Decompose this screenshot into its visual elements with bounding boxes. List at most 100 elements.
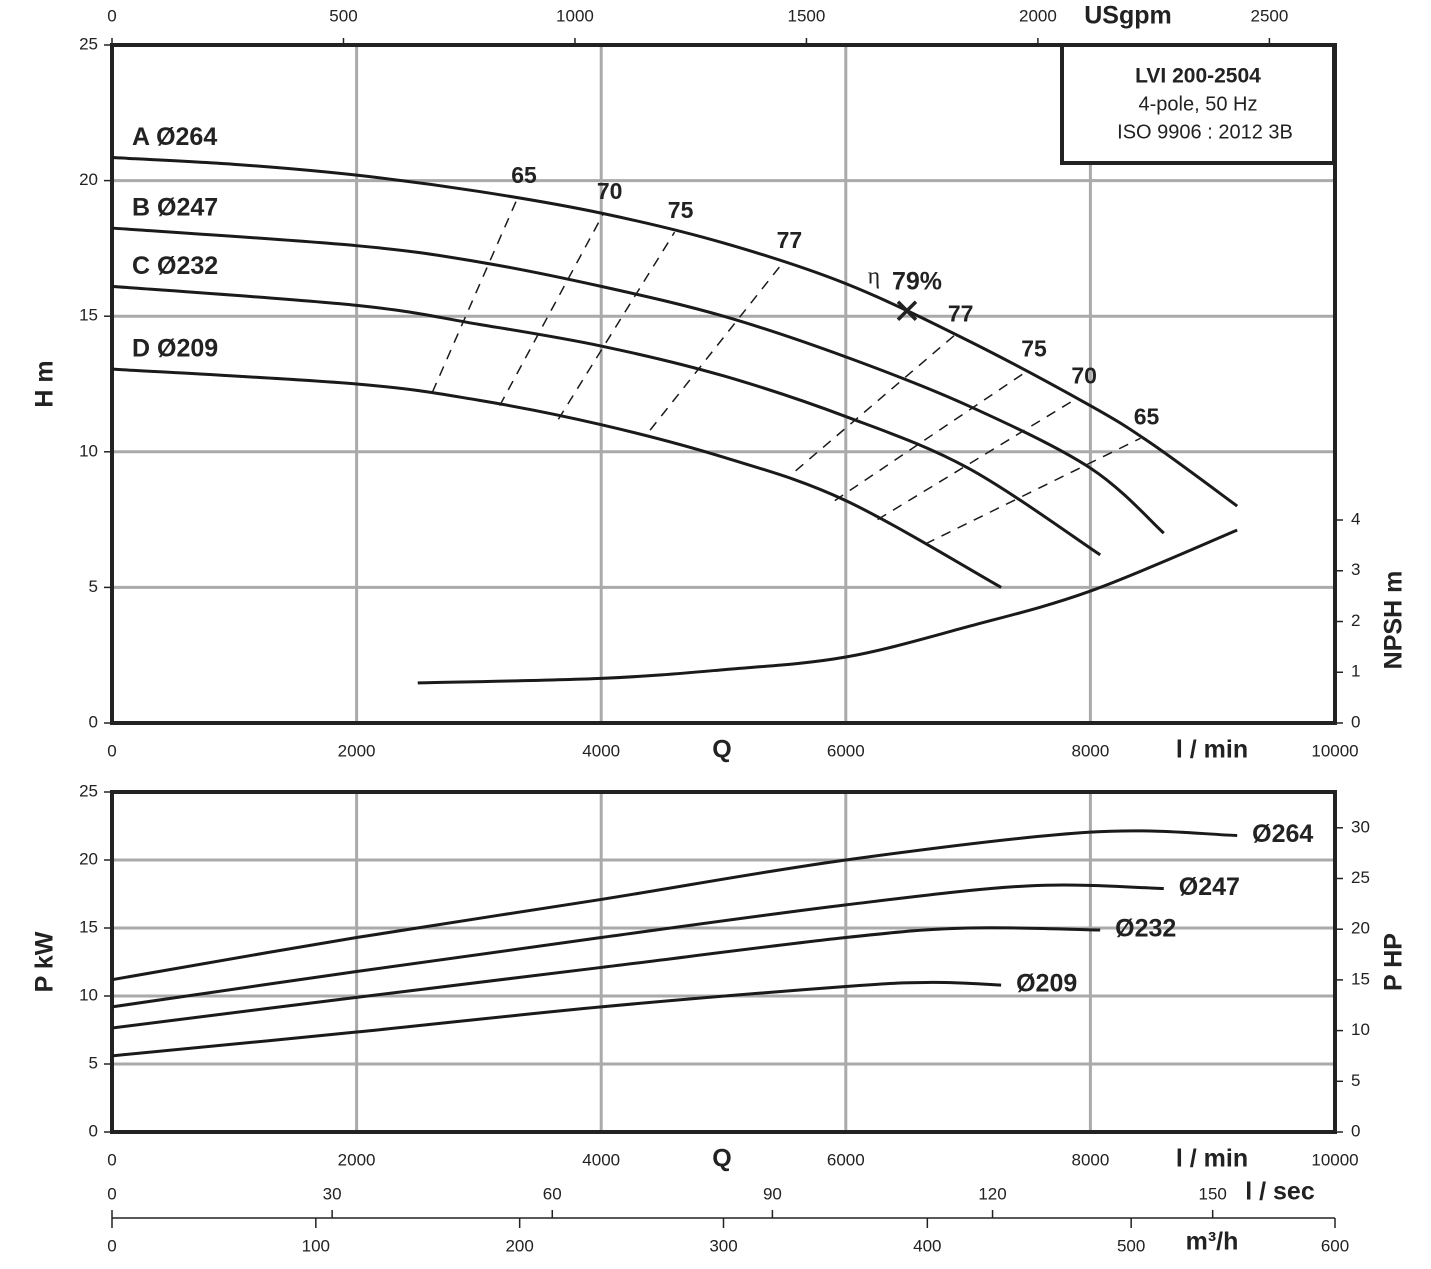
x2-tick-label: 30 xyxy=(323,1184,342,1203)
efficiency-line xyxy=(431,196,519,393)
y-tick-label: 5 xyxy=(89,1053,98,1072)
curve xyxy=(111,226,1165,535)
x3-tick-label: 500 xyxy=(1117,1236,1145,1255)
curve-label: C Ø232 xyxy=(132,252,218,280)
efficiency-line xyxy=(834,369,1029,502)
x3-tick-label: 0 xyxy=(107,1236,116,1255)
y2-tick-label: 5 xyxy=(1351,1071,1360,1090)
x2-axis-title: l / sec xyxy=(1245,1178,1315,1206)
x-tick-label: 8000 xyxy=(1071,741,1109,760)
x-axis-unit: l / min xyxy=(1176,736,1248,764)
curve xyxy=(111,980,1002,1058)
curve xyxy=(111,829,1238,982)
x2-tick-label: 150 xyxy=(1198,1184,1226,1203)
x2-tick-label: 1500 xyxy=(788,6,826,25)
efficiency-label: 65 xyxy=(1134,403,1160,429)
x3-tick-label: 300 xyxy=(709,1236,737,1255)
x-tick-label: 10000 xyxy=(1311,1150,1358,1169)
curve-label: Ø232 xyxy=(1115,915,1176,943)
curve-label: B Ø247 xyxy=(132,194,218,222)
x-tick-label: 10000 xyxy=(1311,741,1358,760)
curve xyxy=(111,883,1164,1009)
x-tick-label: 8000 xyxy=(1071,1150,1109,1169)
x2-tick-label: 60 xyxy=(543,1184,562,1203)
x-tick-label: 0 xyxy=(107,1150,116,1169)
x2-tick-label: 0 xyxy=(107,1184,116,1203)
y2-tick-label: 30 xyxy=(1351,817,1370,836)
info-line: 4-pole, 50 Hz xyxy=(1139,93,1258,115)
y-tick-label: 10 xyxy=(79,985,98,1004)
bep-label: 79% xyxy=(892,267,942,295)
x3-axis-title: m³/h xyxy=(1186,1228,1239,1256)
y-tick-label: 0 xyxy=(89,1121,98,1140)
x-tick-label: 4000 xyxy=(582,741,620,760)
y-tick-label: 20 xyxy=(79,849,98,868)
x-tick-label: 6000 xyxy=(827,741,865,760)
x3-tick-label: 200 xyxy=(505,1236,533,1255)
plot-frame xyxy=(110,43,1337,725)
x2-tick-label: 0 xyxy=(107,6,116,25)
x-axis-title: Q xyxy=(712,736,731,764)
x3-tick-label: 100 xyxy=(302,1236,330,1255)
x-tick-label: 0 xyxy=(107,741,116,760)
info-title: LVI 200-2504 xyxy=(1135,65,1261,88)
efficiency-label: 65 xyxy=(511,162,537,188)
curve xyxy=(111,284,1102,557)
curve-label: Ø209 xyxy=(1016,970,1077,998)
y-tick-label: 20 xyxy=(79,170,98,189)
curve xyxy=(417,528,1238,685)
plot-frame xyxy=(110,790,1337,1134)
y-axis-title: P kW xyxy=(31,931,59,992)
efficiency-label: 77 xyxy=(948,300,974,326)
info-box xyxy=(1060,43,1336,165)
y2-tick-label: 15 xyxy=(1351,969,1370,988)
y-tick-label: 5 xyxy=(89,577,98,596)
curve-label: D Ø209 xyxy=(132,335,218,363)
y-tick-label: 15 xyxy=(79,917,98,936)
efficiency-label: 70 xyxy=(1071,363,1097,389)
x2-axis-title: USgpm xyxy=(1084,2,1172,30)
efficiency-label: 77 xyxy=(777,227,803,253)
y-tick-label: 25 xyxy=(79,34,98,53)
curve-label: Ø264 xyxy=(1252,820,1313,848)
x-axis-unit: l / min xyxy=(1176,1145,1248,1173)
x2-tick-label: 90 xyxy=(763,1184,782,1203)
curve xyxy=(111,926,1101,1030)
x-tick-label: 2000 xyxy=(338,1150,376,1169)
curve xyxy=(111,367,1002,589)
y-tick-label: 0 xyxy=(89,712,98,731)
x2-tick-label: 2500 xyxy=(1250,6,1288,25)
y-axis-title: H m xyxy=(31,360,59,407)
bep-marker xyxy=(896,300,918,322)
y2-tick-label: 10 xyxy=(1351,1020,1370,1039)
curve-label: Ø247 xyxy=(1179,873,1240,901)
y2-tick-label: 4 xyxy=(1351,509,1360,528)
efficiency-label: 70 xyxy=(597,178,623,204)
x2-tick-label: 500 xyxy=(329,6,357,25)
y2-tick-label: 25 xyxy=(1351,868,1370,887)
y2-tick-label: 1 xyxy=(1351,662,1360,681)
efficiency-line xyxy=(649,261,785,431)
efficiency-label: 75 xyxy=(668,197,694,223)
efficiency-line xyxy=(877,396,1079,521)
x3-tick-label: 400 xyxy=(913,1236,941,1255)
x-tick-label: 2000 xyxy=(338,741,376,760)
y-tick-label: 25 xyxy=(79,781,98,800)
y-tick-label: 15 xyxy=(79,306,98,325)
efficiency-line xyxy=(499,212,605,407)
curve xyxy=(111,156,1239,508)
x-axis-title: Q xyxy=(712,1145,731,1173)
y-tick-label: 10 xyxy=(79,441,98,460)
y2-tick-label: 3 xyxy=(1351,560,1360,579)
curve-label: A Ø264 xyxy=(132,123,217,151)
efficiency-line xyxy=(557,231,676,420)
x2-tick-label: 2000 xyxy=(1019,6,1057,25)
efficiency-line xyxy=(924,437,1141,545)
x-tick-label: 4000 xyxy=(582,1150,620,1169)
x3-tick-label: 600 xyxy=(1321,1236,1349,1255)
bep-symbol: η xyxy=(868,263,881,289)
info-line: ISO 9906 : 2012 3B xyxy=(1117,121,1293,143)
y2-axis-title: NPSH m xyxy=(1380,571,1408,670)
y2-tick-label: 0 xyxy=(1351,712,1360,731)
